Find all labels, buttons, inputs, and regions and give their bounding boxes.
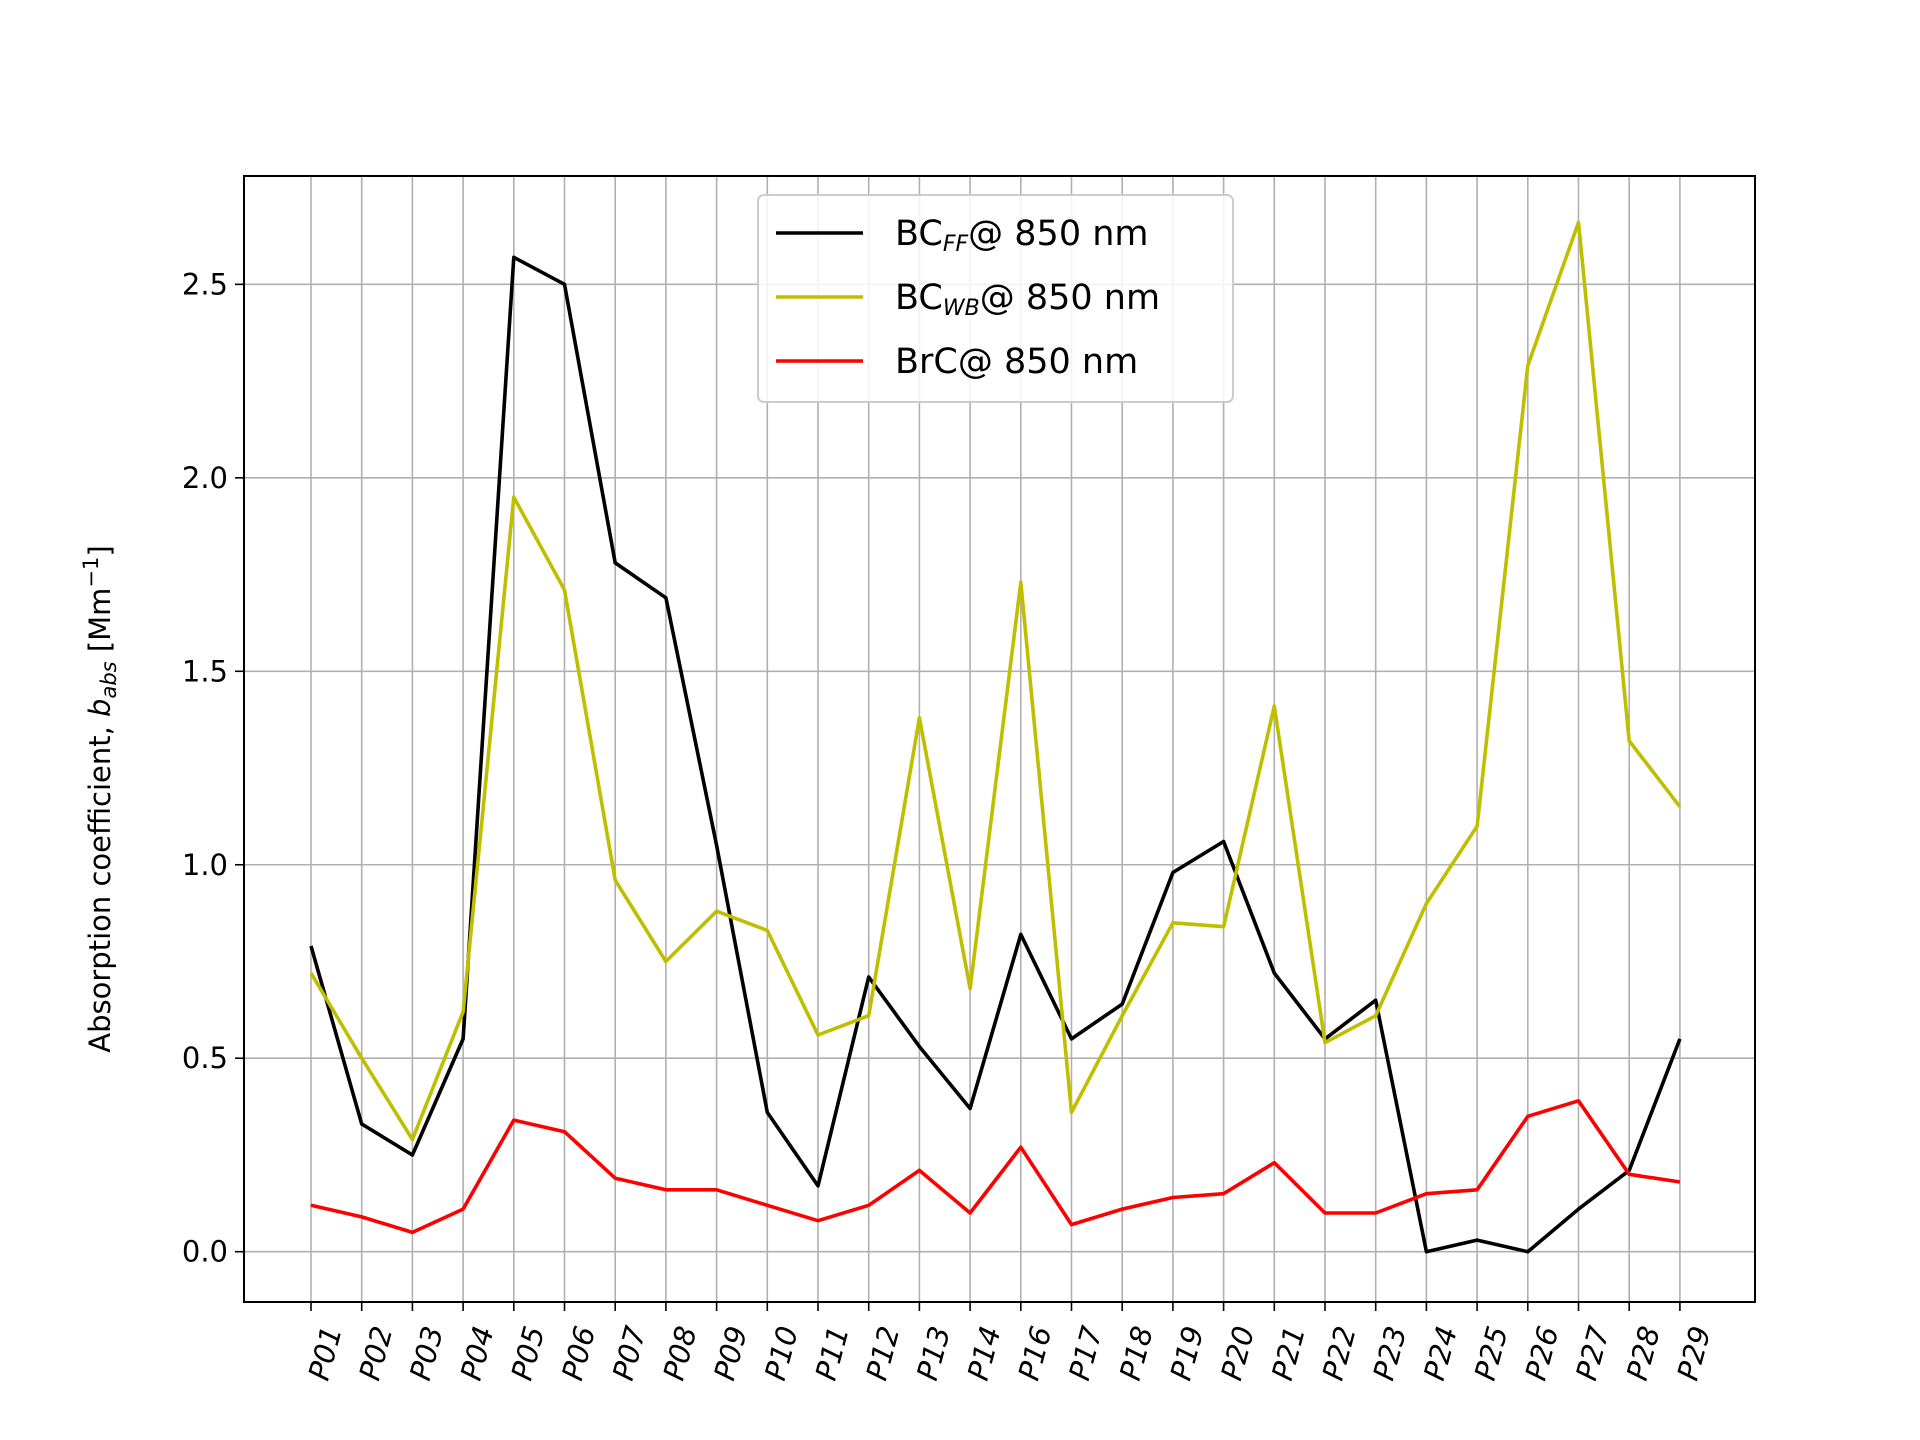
x-tick-label: P29 [1671,1323,1718,1384]
x-tick-label: P25 [1468,1323,1515,1384]
legend-label-2: BrC@ 850 nm [895,342,1138,382]
y-label-var: b [83,699,117,717]
x-tick-label: P14 [961,1323,1008,1384]
legend-box [757,194,1234,403]
x-tick-label: P28 [1620,1323,1667,1384]
x-tick-label: P21 [1265,1323,1312,1384]
legend-label-1: BCWB@ 850 nm [895,278,1160,321]
y-label-exp: −1 [79,557,103,588]
legend-label-0: BCFF@ 850 nm [895,214,1149,257]
y-tick-label: 2.0 [182,461,228,495]
series-line-0 [309,255,1682,1254]
x-tick-label: P11 [809,1323,856,1384]
x-tick-label: P16 [1012,1323,1059,1384]
x-tick-label: P05 [505,1323,552,1384]
y-tick-label: 1.0 [182,848,228,882]
x-tick-label: P02 [352,1323,399,1384]
x-tick-label: P27 [1569,1322,1616,1384]
series-line-1 [309,220,1682,1142]
series-lines [309,220,1682,1254]
y-axis-label: Absorption coefficient, babs [Mm−1] [79,545,121,1052]
plot-frame [243,175,1756,1303]
y-tick-label: 1.5 [182,654,228,688]
x-tick-label: P22 [1316,1323,1363,1384]
x-tick-label: P17 [1062,1322,1109,1384]
x-tick-label: P24 [1417,1323,1464,1384]
y-tick-label: 2.5 [182,267,228,301]
y-tick-label: 0.0 [182,1235,228,1269]
x-tick-label: P01 [302,1323,349,1384]
x-tick-label: P12 [859,1323,906,1384]
y-label-main: Absorption coefficient, [83,717,117,1053]
x-tick-label: P07 [606,1322,653,1384]
x-axis-ticks: P01 P02 P03 P04 P05 P06 P07 P08 P09 P10 P11 P12 P13 P… [302,1302,1718,1384]
x-tick-label: P10 [758,1323,805,1384]
x-tick-label: P20 [1214,1323,1261,1384]
x-tick-label: P13 [910,1323,957,1384]
y-label-close: ] [83,545,117,556]
x-tick-label: P19 [1164,1323,1211,1384]
x-tick-label: P08 [657,1323,704,1384]
y-axis-ticks: 0.0 0.5 1.0 1.5 2.0 2.5 [182,267,244,1269]
legend: BCFF@ 850 nm BCWB@ 850 nm BrC@ 850 nm [757,194,1234,403]
x-tick-label: P06 [555,1323,602,1384]
x-tick-label: P18 [1113,1323,1160,1384]
y-tick-label: 0.5 [182,1041,228,1075]
series-line-2 [310,1099,1681,1235]
y-label-unit: [Mm [83,588,117,662]
x-tick-label: P04 [454,1323,501,1384]
x-tick-label: P09 [707,1323,754,1384]
y-label-sub: abs [97,661,121,698]
x-tick-label: P26 [1519,1323,1566,1384]
x-tick-label: P23 [1366,1323,1413,1384]
x-tick-label: P03 [403,1323,450,1384]
